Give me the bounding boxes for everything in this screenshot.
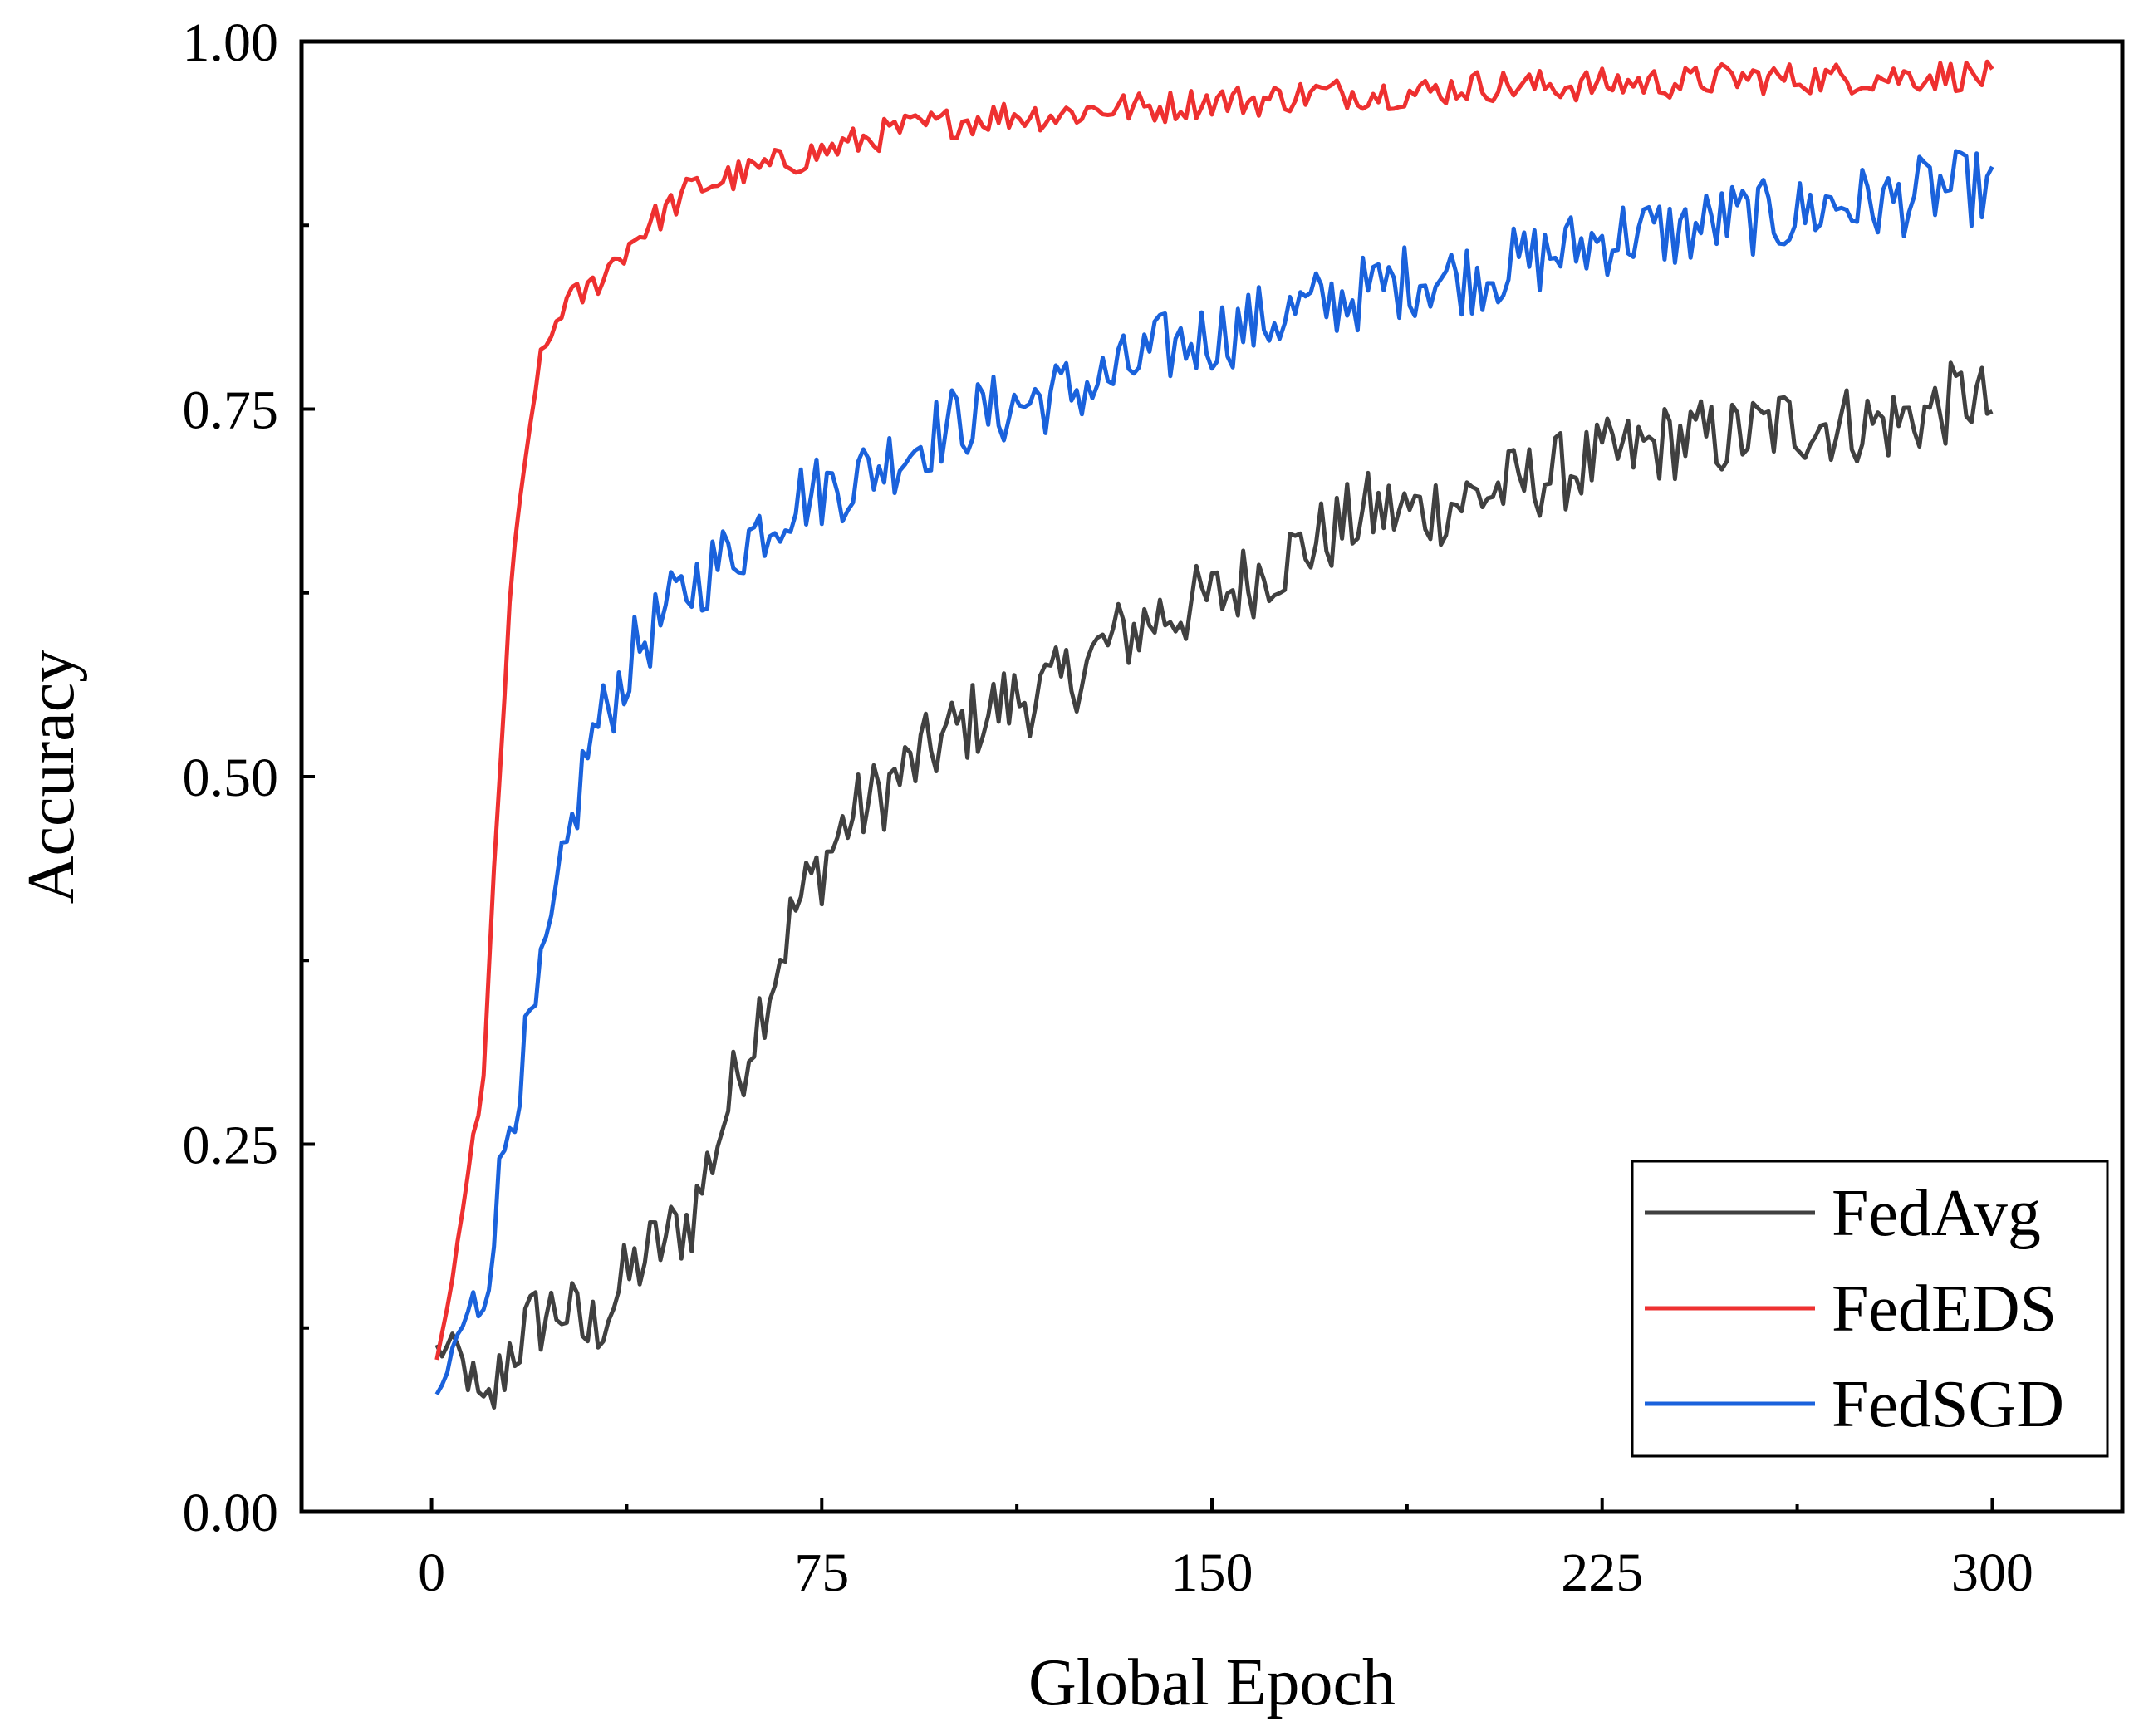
- x-tick-label: 75: [794, 1542, 849, 1603]
- x-axis: 0 75 150 225 300: [418, 1498, 2033, 1603]
- legend-label-fededs: FedEDS: [1832, 1273, 2057, 1346]
- x-tick-label: 150: [1171, 1542, 1253, 1603]
- series-line-fededs: [434, 59, 1994, 1361]
- legend-label-fedsgd: FedSGD: [1832, 1368, 2064, 1441]
- y-axis-title: Accuracy: [15, 650, 88, 904]
- x-tick-label: 0: [418, 1542, 445, 1603]
- x-axis-title: Global Epoch: [1028, 1646, 1396, 1719]
- series-layer: [434, 59, 1994, 1410]
- y-tick-label: 0.25: [183, 1116, 279, 1176]
- y-tick-label: 0.50: [183, 748, 279, 808]
- y-tick-label: 1.00: [183, 12, 279, 73]
- x-tick-label: 225: [1561, 1542, 1643, 1603]
- legend-label-fedavg: FedAvg: [1832, 1177, 2041, 1250]
- series-line-fedavg: [434, 360, 1994, 1410]
- y-tick-label: 0.00: [183, 1483, 279, 1543]
- series-line-fedsgd: [434, 149, 1994, 1395]
- y-tick-label: 0.75: [183, 380, 279, 441]
- y-axis: 0.00 0.25 0.50 0.75 1.00: [183, 12, 315, 1543]
- legend: FedAvg FedEDS FedSGD: [1631, 1160, 2109, 1458]
- x-tick-label: 300: [1951, 1542, 2033, 1603]
